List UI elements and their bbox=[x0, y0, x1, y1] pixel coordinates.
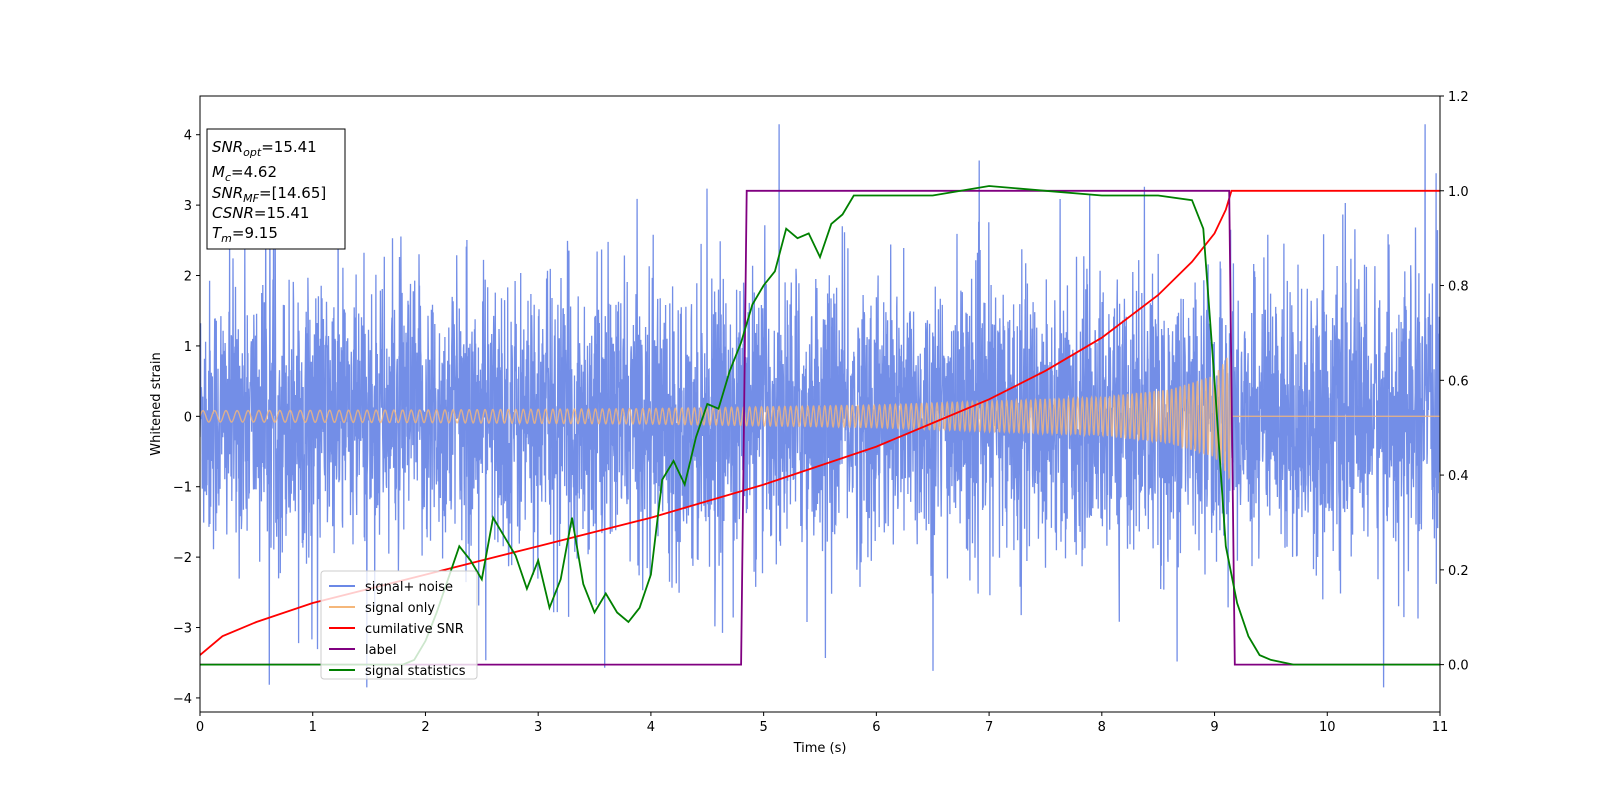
plot-frame bbox=[199, 95, 1441, 713]
annotation-line: Tm=9.15 bbox=[212, 224, 278, 245]
annotation-line: Mc=4.62 bbox=[212, 163, 277, 184]
x-tick-label: 10 bbox=[1319, 720, 1336, 735]
legend: signal+ noise signal only cumilative SNR la… bbox=[320, 570, 478, 680]
plot-data bbox=[200, 124, 1440, 688]
legend-label: cumilative SNR bbox=[365, 622, 464, 637]
y-right-tick-label: 0.6 bbox=[1448, 374, 1469, 389]
series-signal-noise bbox=[200, 124, 1440, 688]
annotation-line: CSNR=15.41 bbox=[212, 204, 309, 222]
y-right-tick-label: 0.0 bbox=[1448, 659, 1469, 674]
x-tick-label: 2 bbox=[421, 720, 429, 735]
series-cumulative-snr bbox=[200, 189, 1440, 656]
series-signal-only bbox=[200, 350, 1440, 480]
legend-label: signal only bbox=[365, 601, 435, 616]
x-tick-label: 8 bbox=[1098, 720, 1106, 735]
legend-label: signal statistics bbox=[365, 664, 466, 679]
axis-ticks: 0 1 2 3 4 5 6 7 8 9 10 1143210−1−2−3−41.21.00.80.60… bbox=[173, 90, 1469, 735]
y-left-tick-label: 0 bbox=[184, 410, 192, 425]
y-right-tick-label: 1.2 bbox=[1448, 90, 1469, 105]
y-right-tick-label: 0.4 bbox=[1448, 469, 1469, 484]
x-tick-label: 9 bbox=[1210, 720, 1218, 735]
y-left-tick-label: −3 bbox=[173, 622, 192, 637]
annotation-line: SNRMF=[14.65] bbox=[212, 184, 326, 205]
legend-label: label bbox=[365, 643, 396, 658]
x-tick-label: 1 bbox=[309, 720, 317, 735]
x-tick-label: 11 bbox=[1432, 720, 1449, 735]
x-tick-label: 7 bbox=[985, 720, 993, 735]
y-axis-label: Whitened strain bbox=[149, 352, 164, 455]
series-label bbox=[200, 189, 1440, 666]
x-tick-label: 0 bbox=[196, 720, 204, 735]
x-tick-label: 5 bbox=[759, 720, 767, 735]
x-axis-label: Time (s) bbox=[793, 741, 847, 756]
y-left-tick-label: 3 bbox=[184, 199, 192, 214]
y-left-tick-label: 1 bbox=[184, 340, 192, 355]
annotation-line: SNRopt=15.41 bbox=[212, 138, 317, 159]
y-right-tick-label: 0.2 bbox=[1448, 564, 1469, 579]
y-left-tick-label: 2 bbox=[184, 270, 192, 285]
x-tick-label: 4 bbox=[647, 720, 655, 735]
y-left-tick-label: −1 bbox=[173, 481, 192, 496]
y-right-tick-label: 1.0 bbox=[1448, 185, 1469, 200]
y-left-tick-label: −4 bbox=[173, 692, 192, 707]
x-tick-label: 6 bbox=[872, 720, 880, 735]
legend-label: signal+ noise bbox=[365, 580, 453, 595]
annotation-box: SNRopt=15.41 Mc=4.62SNRMF=[14.65]CSNR=15.… bbox=[206, 128, 346, 250]
y-right-tick-label: 0.8 bbox=[1448, 280, 1469, 295]
series-signal-statistics bbox=[200, 185, 1440, 666]
y-left-tick-label: 4 bbox=[184, 129, 192, 144]
y-left-tick-label: −2 bbox=[173, 551, 192, 566]
x-tick-label: 3 bbox=[534, 720, 542, 735]
